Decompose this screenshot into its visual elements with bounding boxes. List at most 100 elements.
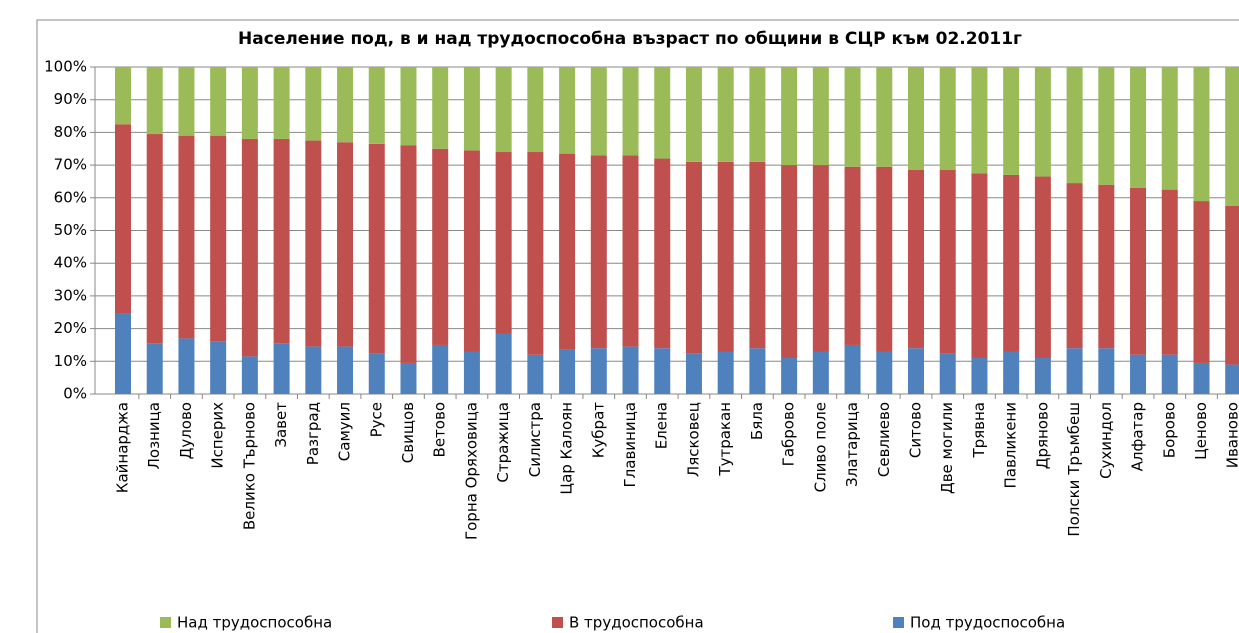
bar-segment (210, 341, 227, 394)
bar-segment (717, 161, 734, 352)
x-tick-label: Алфатар (1129, 402, 1147, 471)
legend-label: В трудоспособна (569, 614, 704, 632)
bar-segment (654, 348, 671, 394)
bar-segment (1161, 189, 1178, 355)
bar-segment (971, 67, 988, 174)
bar-segment (876, 351, 893, 394)
bar-segment (749, 348, 766, 394)
bar-segment (368, 67, 385, 144)
bar-segment (908, 67, 924, 171)
y-tick-label: 60% (54, 188, 87, 206)
bar-segment (1130, 187, 1147, 355)
y-tick-label: 0% (63, 385, 87, 403)
bar-segment (1098, 184, 1115, 349)
bar-segment (432, 148, 449, 345)
x-tick-label: Иваново (1224, 402, 1239, 468)
bar-segment (1034, 67, 1051, 177)
bar-segment (463, 150, 480, 352)
bar-segment (844, 344, 861, 394)
bar-segment (1161, 354, 1178, 394)
bar-segment (146, 343, 163, 394)
x-tick-label: Ситово (907, 402, 925, 458)
bar-segment (559, 349, 576, 394)
bar-segment (368, 353, 385, 394)
bar-segment (463, 67, 480, 151)
legend-swatch (893, 617, 904, 628)
bar-segment (1161, 67, 1178, 190)
bar-segment (1193, 201, 1210, 363)
bar-segment (1225, 67, 1239, 206)
x-tick-label: Ветово (431, 402, 449, 457)
x-tick-label: Сухиндол (1097, 402, 1115, 479)
bar-segment (495, 333, 512, 394)
bar-segment (1225, 364, 1239, 394)
legend-swatch (160, 617, 171, 628)
bar-segment (971, 358, 988, 394)
x-tick-label: Елена (653, 402, 671, 449)
bar-segment (115, 313, 131, 394)
bar-segment (400, 145, 417, 363)
x-tick-label: Лозница (145, 402, 163, 469)
bar-segment (1066, 67, 1083, 184)
bar-segment (1066, 183, 1083, 349)
x-tick-label: Кайнарджа (114, 402, 132, 493)
bar-segment (1193, 362, 1210, 394)
y-tick-label: 30% (54, 286, 87, 304)
bar-segment (1066, 348, 1083, 394)
bar-segment (400, 67, 417, 146)
x-tick-label: Трявна (970, 402, 988, 459)
bar-segment (305, 346, 322, 394)
bar-segment (115, 67, 131, 125)
bar-segment (400, 362, 417, 394)
bar-segment (337, 142, 354, 347)
bar-segment (1193, 67, 1210, 202)
x-tick-label: Борово (1160, 402, 1178, 458)
bar-segment (939, 67, 956, 171)
x-tick-label: Завет (272, 402, 290, 448)
bar-segment (273, 67, 290, 139)
x-tick-label: Павликени (1002, 402, 1020, 489)
bar-segment (273, 343, 290, 394)
bar-segment (812, 165, 829, 352)
bar-segment (1130, 67, 1147, 188)
bar-segment (527, 67, 544, 153)
x-tick-label: Цар Калоян (558, 402, 576, 495)
bar-segment (305, 67, 322, 141)
legend-label: Под трудоспособна (910, 614, 1065, 632)
bar-segment (685, 67, 702, 162)
x-tick-label: Стражица (494, 402, 512, 483)
bar-segment (337, 346, 354, 394)
x-tick-label: Ценово (1192, 402, 1210, 460)
bar-segment (876, 166, 893, 352)
bar-segment (908, 348, 924, 394)
bar-segment (241, 67, 258, 139)
bar-segment (971, 173, 988, 359)
bar-segment (463, 351, 480, 394)
bar-segment (241, 138, 258, 357)
bar-segment (1130, 354, 1147, 394)
x-tick-label: Тутракан (716, 402, 734, 477)
bar-segment (590, 348, 607, 394)
bar-segment (622, 155, 639, 347)
bar-segment (305, 140, 322, 347)
x-tick-label: Дулово (177, 402, 195, 459)
bar-segment (559, 153, 576, 350)
y-tick-label: 50% (54, 221, 87, 239)
bar-segment (1225, 205, 1239, 365)
bar-segment (1003, 67, 1020, 175)
bar-segment (527, 152, 544, 355)
x-tick-label: Дряново (1033, 402, 1051, 469)
y-tick-label: 10% (54, 352, 87, 370)
y-tick-label: 80% (54, 123, 87, 141)
bar-segment (1003, 174, 1020, 352)
x-tick-label: Свищов (399, 402, 417, 463)
bar-segment (654, 67, 671, 159)
bar-segment (622, 346, 639, 394)
bar-segment (781, 165, 798, 359)
x-tick-label: Самуил (336, 402, 354, 461)
x-tick-label: Бяла (748, 402, 766, 440)
bar-segment (495, 152, 512, 334)
x-tick-label: Русе (367, 402, 385, 437)
bar-segment (1098, 67, 1115, 185)
bar-segment (749, 67, 766, 162)
